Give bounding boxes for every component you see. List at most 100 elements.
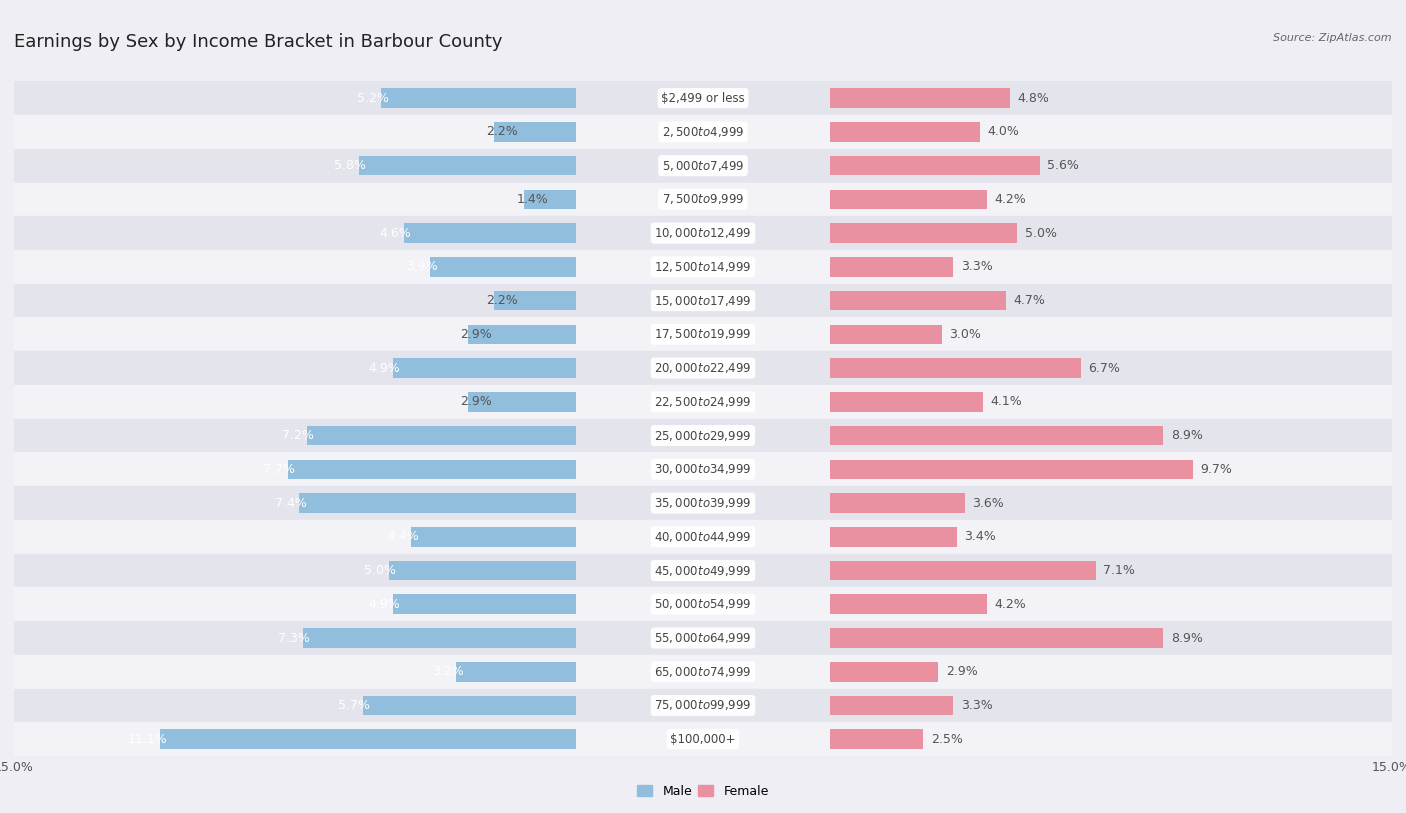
Text: 3.3%: 3.3% (960, 260, 993, 273)
Text: 6.7%: 6.7% (1088, 362, 1121, 375)
Text: 4.6%: 4.6% (380, 227, 412, 240)
Text: 3.0%: 3.0% (949, 328, 981, 341)
Bar (576, 486, 830, 520)
Bar (830, 156, 1039, 176)
Bar (830, 486, 1392, 520)
Text: $17,500 to $19,999: $17,500 to $19,999 (654, 328, 752, 341)
Bar (830, 729, 924, 749)
Text: $25,000 to $29,999: $25,000 to $29,999 (654, 428, 752, 442)
Bar (14, 115, 576, 149)
Bar (307, 426, 576, 446)
Text: 2.2%: 2.2% (486, 125, 519, 138)
Bar (830, 351, 1392, 385)
Text: $22,500 to $24,999: $22,500 to $24,999 (654, 395, 752, 409)
Bar (457, 662, 576, 681)
Bar (576, 351, 830, 385)
Text: 3.4%: 3.4% (965, 530, 997, 543)
Text: 8.9%: 8.9% (1171, 632, 1202, 645)
Bar (576, 81, 830, 115)
Text: 3.2%: 3.2% (432, 665, 464, 678)
Bar (392, 359, 576, 378)
Bar (14, 452, 576, 486)
Bar (494, 291, 576, 311)
Text: 3.9%: 3.9% (406, 260, 437, 273)
Text: 2.5%: 2.5% (931, 733, 963, 746)
Text: 4.4%: 4.4% (387, 530, 419, 543)
Bar (576, 317, 830, 351)
Bar (404, 224, 576, 243)
Bar (830, 189, 987, 209)
Bar (430, 257, 576, 276)
Bar (14, 621, 576, 655)
Text: 2.9%: 2.9% (946, 665, 977, 678)
Bar (14, 689, 576, 723)
Bar (830, 385, 1392, 419)
Text: $65,000 to $74,999: $65,000 to $74,999 (654, 665, 752, 679)
Bar (830, 81, 1392, 115)
Text: 9.7%: 9.7% (1201, 463, 1233, 476)
Bar (299, 493, 576, 513)
Bar (830, 527, 957, 546)
Bar (14, 317, 576, 351)
Text: 2.9%: 2.9% (460, 395, 492, 408)
Bar (412, 527, 576, 546)
Bar (830, 426, 1163, 446)
Bar (576, 115, 830, 149)
Text: $2,499 or less: $2,499 or less (661, 92, 745, 105)
Bar (14, 655, 576, 689)
Bar (576, 452, 830, 486)
Bar (830, 291, 1005, 311)
Bar (830, 628, 1163, 648)
Text: 5.0%: 5.0% (1025, 227, 1056, 240)
Bar (576, 689, 830, 723)
Text: Source: ZipAtlas.com: Source: ZipAtlas.com (1274, 33, 1392, 42)
Text: 7.4%: 7.4% (274, 497, 307, 510)
Text: 1.4%: 1.4% (516, 193, 548, 206)
Text: 5.8%: 5.8% (335, 159, 367, 172)
Bar (14, 250, 576, 284)
Bar (830, 554, 1392, 587)
Bar (160, 729, 576, 749)
Bar (14, 723, 576, 756)
Text: $20,000 to $22,499: $20,000 to $22,499 (654, 361, 752, 375)
Bar (576, 554, 830, 587)
Bar (576, 520, 830, 554)
Bar (830, 392, 983, 411)
Bar (14, 587, 576, 621)
Text: 3.6%: 3.6% (972, 497, 1004, 510)
Bar (830, 182, 1392, 216)
Text: 4.2%: 4.2% (994, 598, 1026, 611)
Bar (830, 459, 1194, 479)
Text: 7.3%: 7.3% (278, 632, 311, 645)
Text: 4.1%: 4.1% (991, 395, 1022, 408)
Text: $100,000+: $100,000+ (671, 733, 735, 746)
Text: 2.9%: 2.9% (460, 328, 492, 341)
Bar (14, 182, 576, 216)
Bar (830, 493, 965, 513)
Text: $45,000 to $49,999: $45,000 to $49,999 (654, 563, 752, 577)
Bar (830, 89, 1010, 108)
Text: $2,500 to $4,999: $2,500 to $4,999 (662, 125, 744, 139)
Text: 8.9%: 8.9% (1171, 429, 1202, 442)
Bar (830, 284, 1392, 317)
Text: 4.7%: 4.7% (1014, 294, 1045, 307)
Bar (576, 587, 830, 621)
Bar (576, 419, 830, 452)
Bar (830, 317, 1392, 351)
Text: $40,000 to $44,999: $40,000 to $44,999 (654, 530, 752, 544)
Bar (14, 486, 576, 520)
Text: 4.0%: 4.0% (987, 125, 1019, 138)
Text: $75,000 to $99,999: $75,000 to $99,999 (654, 698, 752, 712)
Bar (830, 723, 1392, 756)
Text: $7,500 to $9,999: $7,500 to $9,999 (662, 193, 744, 207)
Text: 5.0%: 5.0% (364, 564, 396, 577)
Bar (830, 224, 1017, 243)
Bar (494, 122, 576, 141)
Bar (830, 250, 1392, 284)
Text: $55,000 to $64,999: $55,000 to $64,999 (654, 631, 752, 645)
Text: 3.3%: 3.3% (960, 699, 993, 712)
Text: $15,000 to $17,499: $15,000 to $17,499 (654, 293, 752, 307)
Text: $30,000 to $34,999: $30,000 to $34,999 (654, 463, 752, 476)
Text: 4.9%: 4.9% (368, 598, 401, 611)
Bar (359, 156, 576, 176)
